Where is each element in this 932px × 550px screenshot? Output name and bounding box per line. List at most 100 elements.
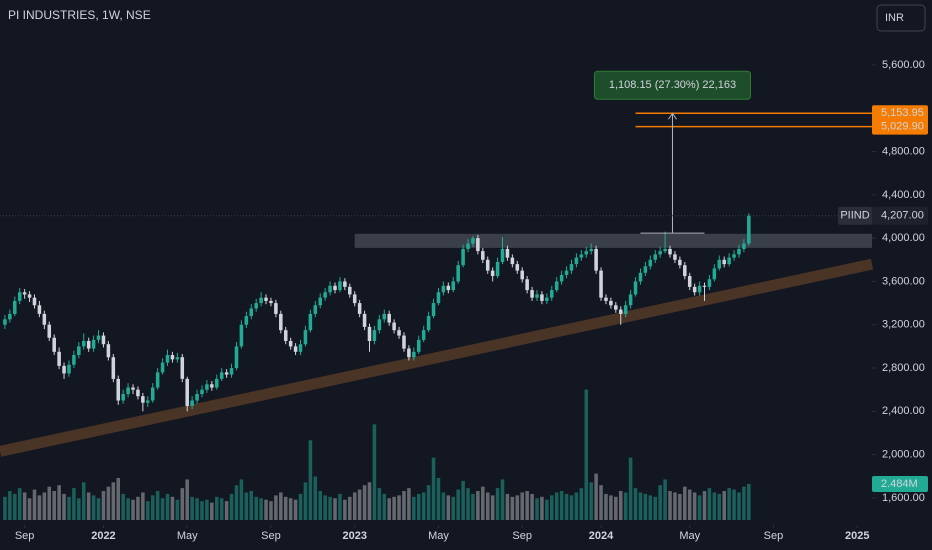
- candle-body: [77, 346, 81, 356]
- currency-box[interactable]: [876, 4, 926, 32]
- volume-bar: [678, 493, 682, 520]
- candle-body: [476, 238, 480, 252]
- volume-bar: [22, 492, 27, 520]
- volume-bar: [126, 498, 130, 520]
- candle-body: [195, 394, 199, 401]
- candle-body: [525, 279, 529, 291]
- volume-bar: [623, 492, 628, 520]
- candle-body: [569, 264, 574, 271]
- candle-body: [362, 313, 367, 327]
- candle-body: [574, 257, 579, 265]
- volume-bar: [338, 493, 342, 520]
- volume-bar: [687, 489, 692, 520]
- candle-body: [377, 319, 382, 331]
- candle-body: [500, 248, 505, 262]
- price-axis: [872, 0, 932, 550]
- candle-body: [742, 243, 746, 249]
- candle-body: [13, 300, 17, 314]
- volume-bar: [431, 457, 436, 520]
- candle-body: [466, 243, 470, 249]
- candle-body: [219, 372, 224, 379]
- volume-bar: [628, 457, 633, 520]
- candle-body: [91, 339, 96, 349]
- candle-body: [259, 297, 263, 304]
- candle-body: [683, 265, 687, 277]
- volume-bar: [214, 496, 219, 520]
- volume-bar: [343, 499, 347, 520]
- volume-bar: [559, 491, 564, 520]
- volume-bar: [599, 485, 603, 520]
- x-tick-label: 2022: [91, 530, 115, 542]
- candle-body: [747, 215, 751, 244]
- volume-bar: [643, 493, 648, 520]
- volume-bar: [318, 491, 322, 520]
- candle-body: [160, 362, 165, 373]
- volume-bar: [17, 488, 22, 520]
- candle-body: [535, 294, 539, 298]
- volume-bar: [210, 502, 214, 520]
- candle-body: [32, 297, 37, 306]
- volume-bar: [333, 498, 337, 520]
- volume-bar: [407, 488, 411, 520]
- candle-body: [323, 292, 327, 298]
- candle-body: [121, 394, 125, 401]
- volume-bar: [712, 492, 717, 520]
- volume-bar: [387, 498, 391, 520]
- candle-body: [648, 259, 653, 267]
- volume-bar: [205, 499, 209, 520]
- volume-bar: [190, 496, 194, 520]
- volume-bar: [131, 499, 135, 520]
- measure-arrowhead: [668, 112, 677, 120]
- volume-bar: [594, 473, 598, 520]
- candle-body: [352, 294, 357, 304]
- volume-tag: [872, 476, 928, 492]
- volume-bar: [717, 493, 722, 520]
- candle-body: [628, 294, 633, 306]
- y-tick-label: 4,400.00: [882, 189, 925, 201]
- candle-body: [722, 259, 726, 265]
- chart-title: PI INDUSTRIES, 1W, NSE: [8, 8, 151, 22]
- candle-body: [333, 285, 337, 291]
- y-tick-label: 5,600.00: [882, 59, 925, 71]
- candle-body: [254, 303, 258, 309]
- candle-body: [150, 387, 155, 401]
- candle-body: [200, 389, 204, 395]
- candle-body: [692, 286, 697, 293]
- volume-bar: [421, 492, 426, 520]
- volume-bar: [219, 498, 224, 520]
- candle-body: [737, 248, 741, 255]
- candle-body: [697, 285, 702, 293]
- volume-bar: [47, 486, 52, 520]
- candle-body: [190, 400, 194, 406]
- candle-body: [224, 372, 229, 375]
- volume-bar: [673, 492, 677, 520]
- candle-body: [638, 272, 643, 282]
- volume-bar: [249, 491, 254, 520]
- volume-bar: [155, 491, 160, 520]
- volume-bar: [244, 492, 249, 520]
- candle-body: [180, 357, 185, 379]
- candle-body: [131, 387, 135, 390]
- volume-bar: [57, 485, 61, 520]
- y-tick-label: 2,400.00: [882, 405, 925, 417]
- candle-body: [392, 322, 396, 331]
- candle-body: [520, 270, 524, 280]
- candle-body: [579, 254, 584, 258]
- candle-body: [623, 305, 628, 314]
- volume-bar: [165, 493, 170, 520]
- currency[interactable]: INR: [885, 12, 904, 24]
- level-tag: [872, 105, 928, 122]
- candle-body: [165, 355, 170, 363]
- candle-body: [155, 372, 160, 388]
- candle-body: [343, 281, 347, 287]
- candle-body: [604, 297, 608, 301]
- volume-bar: [3, 496, 7, 520]
- candle-body: [599, 270, 603, 298]
- volume-bar: [274, 495, 278, 520]
- candle-body: [229, 368, 234, 375]
- candle-body: [550, 290, 554, 298]
- candle-body: [244, 316, 249, 325]
- volume-bar: [77, 498, 81, 520]
- candle-body: [42, 313, 47, 325]
- volume-bar: [653, 496, 658, 520]
